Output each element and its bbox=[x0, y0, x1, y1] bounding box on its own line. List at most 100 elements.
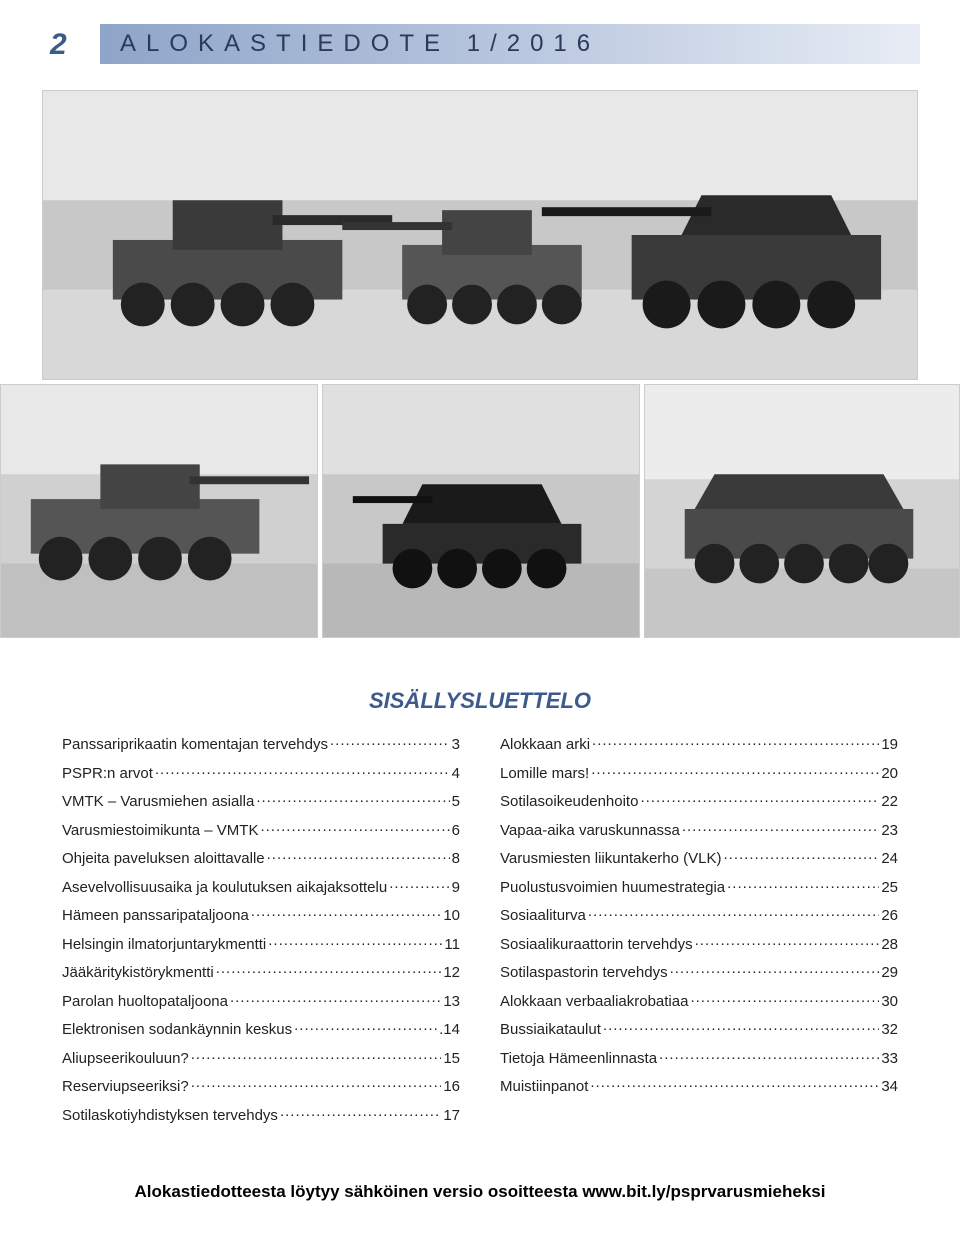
toc-label: Tietoja Hämeenlinnasta bbox=[500, 1050, 657, 1067]
toc-label: Varusmiestoimikunta – VMTK bbox=[62, 822, 258, 839]
toc-row: Varusmiesten liikuntakerho (VLK) 24 bbox=[500, 848, 898, 867]
toc-page-number: 16 bbox=[443, 1078, 460, 1095]
toc-row: Aliupseerikouluun? 15 bbox=[62, 1048, 460, 1067]
toc-dots bbox=[588, 905, 879, 920]
toc-page-number: 4 bbox=[452, 765, 460, 782]
toc-label: Puolustusvoimien huumestrategia bbox=[500, 879, 725, 896]
toc-row: Parolan huoltopataljoona 13 bbox=[62, 991, 460, 1010]
toc-page-number: 22 bbox=[881, 793, 898, 810]
toc-dots bbox=[389, 877, 449, 892]
photo-vehicle-bottom-right bbox=[644, 384, 960, 638]
toc-row: Bussiaikataulut 32 bbox=[500, 1019, 898, 1038]
header-bar: ALOKASTIEDOTE 1/2016 bbox=[100, 24, 920, 64]
toc-row: Alokkaan arki 19 bbox=[500, 734, 898, 753]
toc-page-number: 12 bbox=[443, 964, 460, 981]
toc-dots bbox=[294, 1019, 437, 1034]
toc-row: Puolustusvoimien huumestrategia25 bbox=[500, 877, 898, 896]
toc-dots bbox=[216, 962, 442, 977]
toc-label: Sotilasoikeudenhoito bbox=[500, 793, 638, 810]
toc-label: Jääkäritykistörykmentti bbox=[62, 964, 214, 981]
toc-page-number: 24 bbox=[881, 850, 898, 867]
toc-page-number: 28 bbox=[881, 936, 898, 953]
page-number: 2 bbox=[50, 28, 67, 62]
toc-row: Jääkäritykistörykmentti 12 bbox=[62, 962, 460, 981]
toc-page-number: 34 bbox=[881, 1078, 898, 1095]
toc-row: Sosiaalikuraattorin tervehdys 28 bbox=[500, 934, 898, 953]
toc-page-number: 19 bbox=[881, 736, 898, 753]
table-of-contents: SISÄLLYSLUETTELO Panssariprikaatin komen… bbox=[62, 688, 898, 1133]
toc-dots bbox=[268, 934, 442, 949]
toc-row: Lomille mars!20 bbox=[500, 763, 898, 782]
toc-dots bbox=[256, 791, 449, 806]
toc-label: VMTK – Varusmiehen asialla bbox=[62, 793, 254, 810]
toc-dots bbox=[267, 848, 450, 863]
photo-vehicle-bottom-left bbox=[0, 384, 318, 638]
toc-page-number: 6 bbox=[452, 822, 460, 839]
toc-page-number: 11 bbox=[444, 936, 460, 953]
toc-dots bbox=[191, 1048, 442, 1063]
toc-page-number: 26 bbox=[881, 907, 898, 924]
toc-row: Vapaa-aika varuskunnassa23 bbox=[500, 820, 898, 839]
toc-page-number: .14 bbox=[439, 1021, 460, 1038]
toc-label: Sosiaalikuraattorin tervehdys bbox=[500, 936, 693, 953]
toc-label: Panssariprikaatin komentajan tervehdys bbox=[62, 736, 328, 753]
toc-dots bbox=[591, 763, 879, 778]
toc-page-number: 23 bbox=[881, 822, 898, 839]
toc-row: Muistiinpanot 34 bbox=[500, 1076, 898, 1095]
toc-label: Reserviupseeriksi? bbox=[62, 1078, 189, 1095]
footer-text: Alokastiedotteesta löytyy sähköinen vers… bbox=[0, 1182, 960, 1202]
toc-label: Sosiaaliturva bbox=[500, 907, 586, 924]
toc-label: Muistiinpanot bbox=[500, 1078, 588, 1095]
toc-row: Ohjeita paveluksen aloittavalle 8 bbox=[62, 848, 460, 867]
toc-row: Sotilaskotiyhdistyksen tervehdys17 bbox=[62, 1105, 460, 1124]
toc-dots bbox=[155, 763, 450, 778]
toc-dots bbox=[330, 734, 450, 749]
toc-label: Helsingin ilmatorjuntarykmentti bbox=[62, 936, 266, 953]
toc-dots bbox=[592, 734, 879, 749]
toc-dots bbox=[659, 1048, 879, 1063]
toc-row: Asevelvollisuusaika ja koulutuksen aikaj… bbox=[62, 877, 460, 896]
toc-row: Tietoja Hämeenlinnasta 33 bbox=[500, 1048, 898, 1067]
toc-row: PSPR:n arvot4 bbox=[62, 763, 460, 782]
toc-dots bbox=[280, 1105, 441, 1120]
toc-page-number: 13 bbox=[443, 993, 460, 1010]
toc-label: Varusmiesten liikuntakerho (VLK) bbox=[500, 850, 721, 867]
toc-dots bbox=[682, 820, 879, 835]
toc-label: Alokkaan arki bbox=[500, 736, 590, 753]
toc-label: Parolan huoltopataljoona bbox=[62, 993, 228, 1010]
toc-dots bbox=[690, 991, 879, 1006]
toc-page-number: 33 bbox=[881, 1050, 898, 1067]
toc-page-number: 8 bbox=[452, 850, 460, 867]
toc-row: Hämeen panssaripataljoona 10 bbox=[62, 905, 460, 924]
toc-label: Hämeen panssaripataljoona bbox=[62, 907, 249, 924]
toc-label: Aliupseerikouluun? bbox=[62, 1050, 189, 1067]
toc-dots bbox=[260, 820, 449, 835]
toc-label: Ohjeita paveluksen aloittavalle bbox=[62, 850, 265, 867]
toc-label: Alokkaan verbaaliakrobatiaa bbox=[500, 993, 688, 1010]
toc-page-number: 15 bbox=[443, 1050, 460, 1067]
toc-columns: Panssariprikaatin komentajan tervehdys3P… bbox=[62, 734, 898, 1133]
toc-row: Panssariprikaatin komentajan tervehdys3 bbox=[62, 734, 460, 753]
toc-page-number: 10 bbox=[443, 907, 460, 924]
toc-dots bbox=[590, 1076, 879, 1091]
toc-dots bbox=[251, 905, 442, 920]
toc-title: SISÄLLYSLUETTELO bbox=[62, 688, 898, 714]
toc-row: VMTK – Varusmiehen asialla5 bbox=[62, 791, 460, 810]
toc-dots bbox=[230, 991, 441, 1006]
photo-vehicle-bottom-center bbox=[322, 384, 640, 638]
toc-row: Reserviupseeriksi? 16 bbox=[62, 1076, 460, 1095]
toc-dots bbox=[695, 934, 880, 949]
toc-label: Sotilaspastorin tervehdys bbox=[500, 964, 668, 981]
photo-tanks-top bbox=[42, 90, 918, 380]
toc-page-number: 32 bbox=[881, 1021, 898, 1038]
toc-row: Varusmiestoimikunta – VMTK 6 bbox=[62, 820, 460, 839]
toc-page-number: 17 bbox=[443, 1107, 460, 1124]
toc-dots bbox=[640, 791, 879, 806]
toc-dots bbox=[603, 1019, 879, 1034]
toc-page-number: 29 bbox=[881, 964, 898, 981]
toc-dots bbox=[727, 877, 879, 892]
toc-column-left: Panssariprikaatin komentajan tervehdys3P… bbox=[62, 734, 460, 1133]
toc-row: Sotilaspastorin tervehdys 29 bbox=[500, 962, 898, 981]
toc-dots bbox=[723, 848, 879, 863]
toc-label: Bussiaikataulut bbox=[500, 1021, 601, 1038]
